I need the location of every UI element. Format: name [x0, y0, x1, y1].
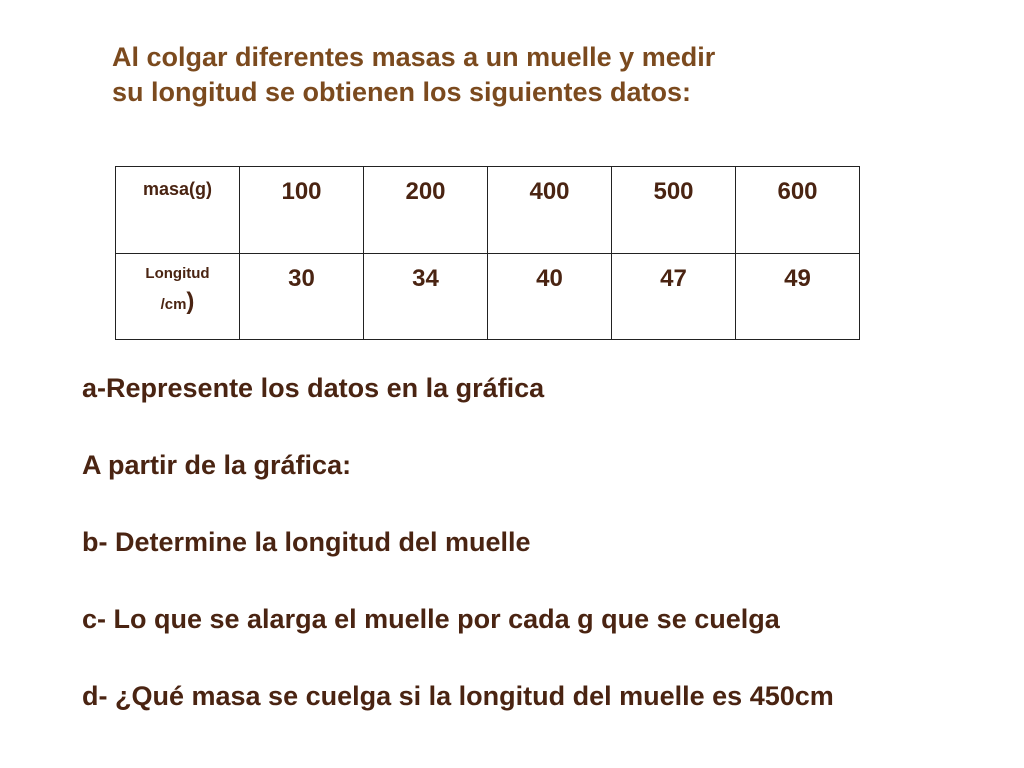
length-cell: 49: [735, 253, 860, 340]
length-row: Longitud /cm) 30 34 40 47 49: [115, 253, 860, 340]
mass-cell: 100: [239, 166, 364, 254]
mass-cell: 500: [611, 166, 736, 254]
question-list: a-Represente los datos en la gráfica A p…: [82, 370, 1022, 755]
length-cell: 34: [363, 253, 488, 340]
mass-row: masa(g) 100 200 400 500 600: [115, 166, 860, 254]
length-cell: 40: [487, 253, 612, 340]
question-b: b- Determine la longitud del muelle: [82, 527, 531, 557]
mass-cell: 400: [487, 166, 612, 254]
length-header-label: Longitud: [145, 265, 210, 282]
problem-statement-line-1: Al colgar diferentes masas a un muelle y…: [112, 42, 716, 72]
length-unit-paren: ): [186, 288, 195, 315]
question-a: a-Represente los datos en la gráfica: [82, 373, 545, 403]
subheading-from-graph: A partir de la gráfica:: [82, 450, 352, 480]
mass-row-header: masa(g): [115, 166, 240, 254]
question-d: d- ¿Qué masa se cuelga si la longitud de…: [82, 681, 834, 711]
mass-cell: 200: [363, 166, 488, 254]
mass-length-table: masa(g) 100 200 400 500 600 Longitud /cm…: [115, 166, 860, 340]
length-unit-text: /cm: [160, 296, 187, 313]
length-cell: 47: [611, 253, 736, 340]
problem-statement-line-2: su longitud se obtienen los siguientes d…: [112, 77, 692, 107]
question-c: c- Lo que se alarga el muelle por cada g…: [82, 604, 780, 634]
problem-statement: Al colgar diferentes masas a un muelle y…: [112, 40, 972, 110]
length-row-header: Longitud /cm): [115, 253, 240, 340]
length-header-unit: /cm): [116, 290, 239, 317]
mass-cell: 600: [735, 166, 860, 254]
length-cell: 30: [239, 253, 364, 340]
